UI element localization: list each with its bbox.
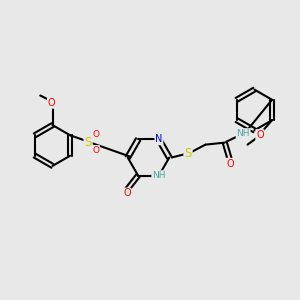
Text: NH: NH: [152, 171, 166, 180]
Text: O: O: [226, 158, 234, 169]
Text: O: O: [123, 188, 131, 198]
Text: O: O: [92, 146, 99, 155]
Text: S: S: [84, 136, 92, 149]
Text: O: O: [48, 98, 56, 108]
Text: NH: NH: [236, 129, 250, 138]
Text: O: O: [256, 130, 264, 140]
Text: N: N: [155, 134, 163, 145]
Text: O: O: [92, 130, 99, 139]
Text: S: S: [184, 147, 192, 160]
